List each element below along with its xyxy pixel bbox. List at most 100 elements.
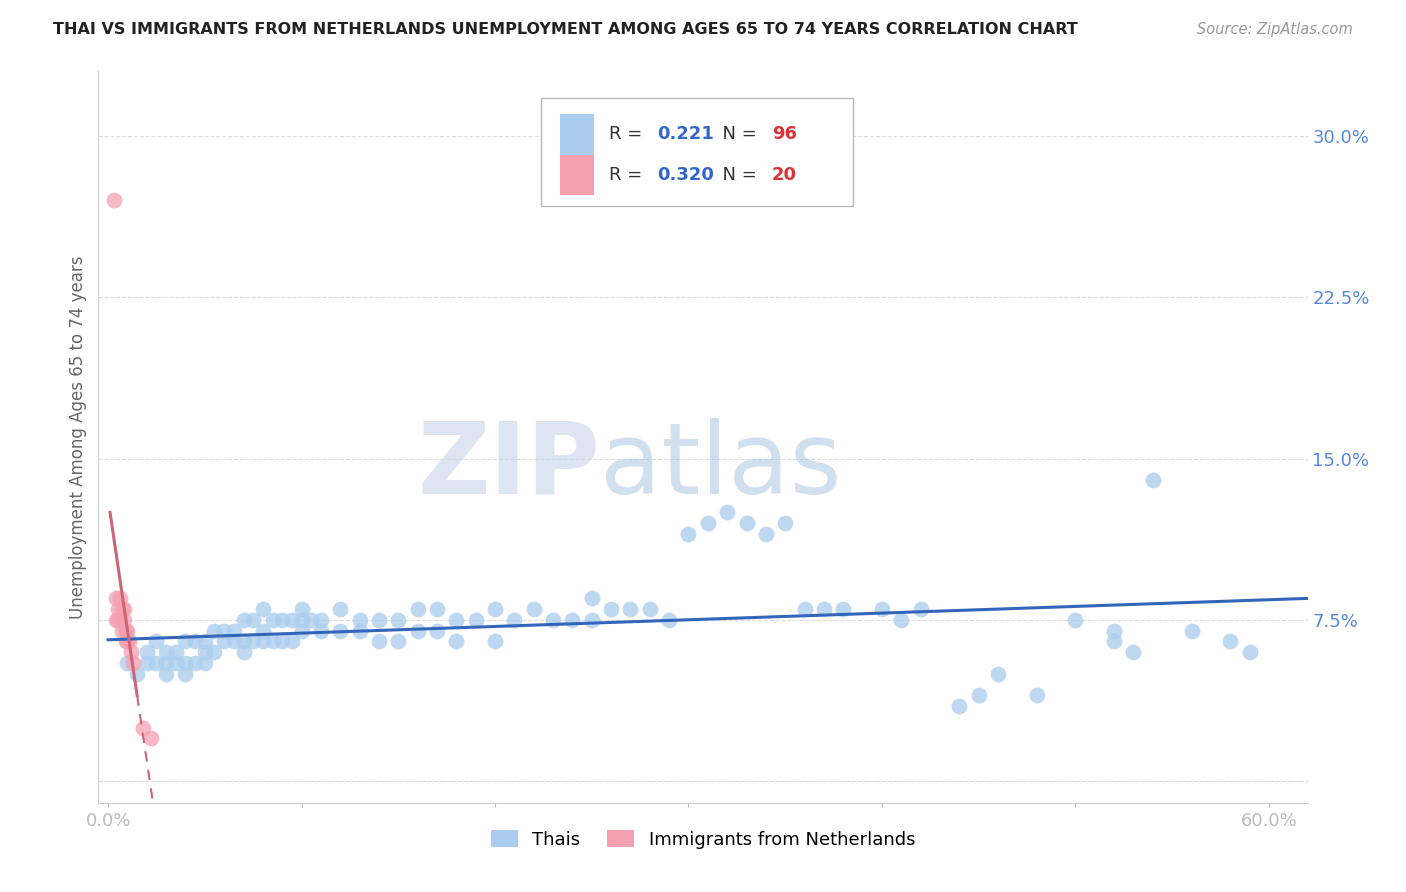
Point: [194, 656, 217, 670]
Point: [252, 634, 274, 648]
Point: [174, 656, 197, 670]
Point: [165, 645, 187, 659]
Point: [890, 613, 912, 627]
FancyBboxPatch shape: [561, 114, 595, 154]
Point: [155, 656, 177, 670]
Point: [114, 624, 136, 638]
Point: [696, 516, 718, 530]
Point: [252, 602, 274, 616]
Point: [165, 656, 187, 670]
Point: [174, 666, 197, 681]
Text: N =: N =: [711, 167, 763, 185]
Point: [290, 613, 312, 627]
Point: [262, 613, 284, 627]
Point: [1219, 634, 1241, 648]
Point: [387, 634, 409, 648]
Point: [387, 613, 409, 627]
Point: [638, 602, 661, 616]
Point: [1122, 645, 1144, 659]
Point: [155, 645, 177, 659]
FancyBboxPatch shape: [541, 98, 853, 206]
Point: [426, 602, 449, 616]
Point: [135, 656, 157, 670]
Point: [104, 591, 127, 606]
Point: [117, 624, 139, 638]
Point: [581, 613, 603, 627]
Point: [523, 602, 546, 616]
Point: [194, 645, 217, 659]
Point: [329, 624, 352, 638]
Point: [910, 602, 932, 616]
Point: [561, 613, 583, 627]
Point: [271, 634, 294, 648]
Point: [127, 666, 149, 681]
Point: [108, 591, 131, 606]
Point: [155, 666, 177, 681]
Point: [309, 624, 332, 638]
Point: [111, 624, 134, 638]
Point: [139, 731, 162, 746]
Point: [222, 624, 245, 638]
Text: 0.320: 0.320: [657, 167, 714, 185]
Point: [107, 613, 129, 627]
Point: [184, 634, 207, 648]
Point: [242, 613, 264, 627]
Point: [446, 634, 468, 648]
Point: [600, 602, 623, 616]
Point: [111, 602, 134, 616]
Point: [329, 602, 352, 616]
Point: [484, 602, 506, 616]
Point: [232, 645, 254, 659]
Point: [194, 634, 217, 648]
Point: [290, 624, 312, 638]
Point: [406, 624, 429, 638]
Text: ZIP: ZIP: [418, 417, 600, 515]
Point: [1239, 645, 1261, 659]
Point: [212, 624, 235, 638]
Point: [120, 645, 142, 659]
Point: [103, 194, 125, 208]
Point: [112, 613, 135, 627]
Point: [271, 613, 294, 627]
Point: [716, 505, 738, 519]
Point: [112, 602, 135, 616]
Point: [349, 613, 371, 627]
Point: [484, 634, 506, 648]
Point: [368, 634, 391, 648]
Point: [290, 602, 312, 616]
Point: [281, 613, 304, 627]
Point: [262, 634, 284, 648]
Point: [658, 613, 681, 627]
Point: [503, 613, 526, 627]
Text: 20: 20: [772, 167, 797, 185]
Text: 0.221: 0.221: [657, 126, 714, 144]
Point: [1064, 613, 1087, 627]
Text: R =: R =: [609, 126, 648, 144]
Point: [581, 591, 603, 606]
Point: [619, 602, 641, 616]
Point: [299, 613, 322, 627]
Text: Source: ZipAtlas.com: Source: ZipAtlas.com: [1197, 22, 1353, 37]
Point: [232, 634, 254, 648]
Point: [107, 602, 129, 616]
Point: [117, 656, 139, 670]
Point: [1142, 473, 1164, 487]
Point: [232, 613, 254, 627]
Point: [118, 634, 141, 648]
Point: [1102, 624, 1125, 638]
Point: [793, 602, 815, 616]
Point: [242, 634, 264, 648]
Y-axis label: Unemployment Among Ages 65 to 74 years: Unemployment Among Ages 65 to 74 years: [69, 255, 87, 619]
Legend: Thais, Immigrants from Netherlands: Thais, Immigrants from Netherlands: [484, 822, 922, 856]
Point: [446, 613, 468, 627]
Point: [114, 634, 136, 648]
Text: N =: N =: [711, 126, 763, 144]
Point: [678, 527, 700, 541]
Point: [184, 656, 207, 670]
Point: [135, 645, 157, 659]
Text: 96: 96: [772, 126, 797, 144]
Point: [204, 645, 226, 659]
Point: [541, 613, 564, 627]
Point: [735, 516, 758, 530]
Point: [108, 613, 131, 627]
